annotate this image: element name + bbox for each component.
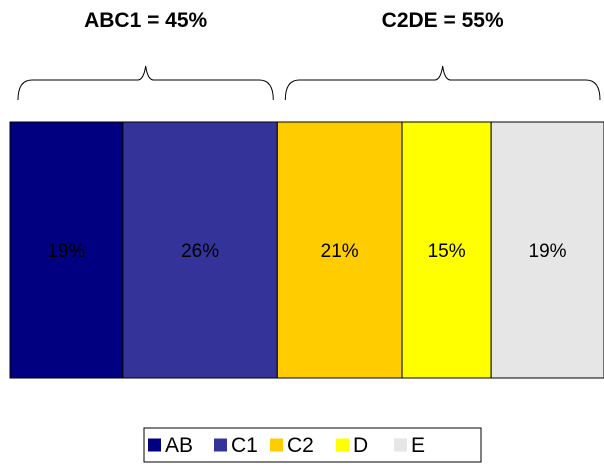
data-label-c2: 21% — [321, 241, 359, 262]
stacked-bar: 19% 26% 21% 15% 19% — [9, 121, 604, 379]
legend-box — [143, 427, 482, 463]
legend-swatch-c1 — [214, 438, 227, 452]
legend-label-c1: C1 — [231, 434, 258, 457]
legend: AB C1 C2 D E — [143, 427, 482, 463]
data-label-c1: 26% — [181, 241, 219, 262]
legend-swatch-ab — [148, 438, 161, 452]
legend-label-ab: AB — [165, 434, 193, 457]
group-title-0: ABC1 = 45% — [84, 9, 207, 32]
legend-label-c2: C2 — [287, 434, 314, 457]
legend-swatch-e — [394, 438, 407, 452]
data-label-e: 19% — [529, 241, 567, 262]
bar-segment-c2 — [276, 121, 403, 379]
data-label-d: 15% — [428, 241, 466, 262]
bar-segment-e — [490, 121, 604, 379]
group-brace-1 — [284, 65, 601, 101]
group-title-1: C2DE = 55% — [382, 9, 504, 32]
legend-label-e: E — [411, 434, 425, 457]
legend-label-d: D — [353, 434, 368, 457]
group-brace-0 — [17, 65, 274, 101]
bar-segment-ab — [9, 121, 124, 379]
legend-swatch-c2 — [270, 438, 283, 452]
bar-segment-c1 — [122, 121, 278, 379]
group-annotations: ABC1 = 45% C2DE = 55% — [17, 9, 601, 101]
legend-swatch-d — [336, 438, 349, 452]
data-label-ab: 19% — [47, 241, 85, 262]
bar-segment-d — [401, 121, 492, 379]
